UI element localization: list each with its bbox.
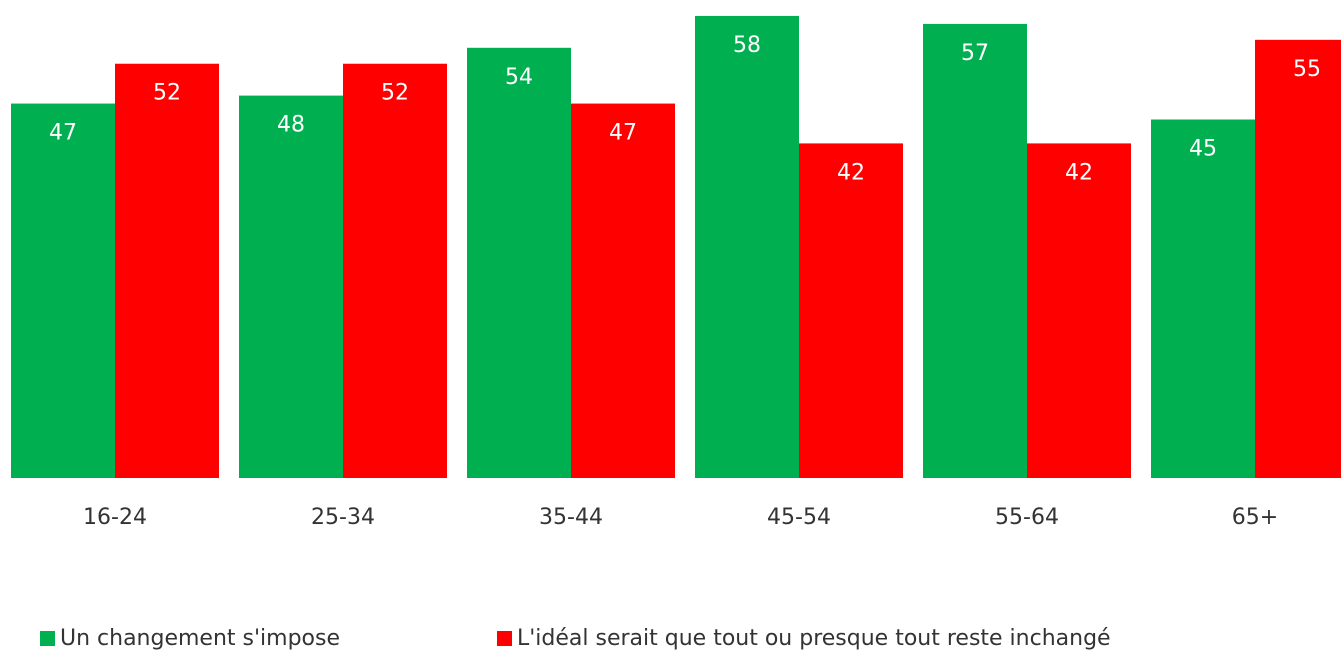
data-label: 54 (505, 65, 533, 90)
legend-label: Un changement s'impose (60, 626, 340, 651)
data-label: 58 (733, 33, 761, 58)
bar (571, 103, 675, 479)
bar (1027, 143, 1131, 478)
bar (467, 47, 571, 479)
legend-swatch (497, 631, 512, 646)
x-tick-label: 25-34 (311, 505, 375, 530)
data-label: 55 (1293, 57, 1321, 82)
data-label: 42 (837, 160, 865, 185)
bar (1151, 119, 1255, 478)
x-tick-label: 45-54 (767, 505, 831, 530)
data-label: 47 (49, 121, 77, 146)
bar (343, 63, 447, 478)
data-label: 52 (381, 81, 409, 106)
x-tick-label: 16-24 (83, 505, 147, 530)
bar (799, 143, 903, 478)
data-label: 47 (609, 121, 637, 146)
bar (11, 103, 115, 479)
bar (1255, 39, 1341, 478)
bar (923, 23, 1027, 479)
legend-label: L'idéal serait que tout ou presque tout … (517, 626, 1111, 651)
x-tick-label: 35-44 (539, 505, 603, 530)
x-tick-label: 65+ (1232, 505, 1278, 530)
x-tick-label: 55-64 (995, 505, 1059, 530)
data-label: 52 (153, 81, 181, 106)
data-label: 45 (1189, 137, 1217, 162)
bar (239, 95, 343, 478)
data-label: 57 (961, 41, 989, 66)
legend-swatch (40, 631, 55, 646)
bar (695, 15, 799, 479)
bar (115, 63, 219, 478)
data-label: 42 (1065, 160, 1093, 185)
data-label: 48 (277, 113, 305, 138)
